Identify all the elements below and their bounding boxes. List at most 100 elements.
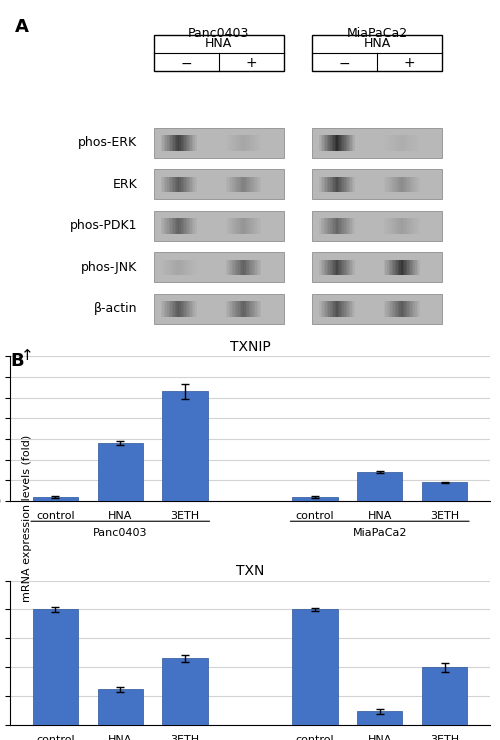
Bar xyxy=(401,301,403,317)
Bar xyxy=(426,260,428,275)
Bar xyxy=(230,218,232,234)
Bar xyxy=(354,135,356,151)
Bar xyxy=(252,260,254,275)
Bar xyxy=(250,135,252,151)
Bar xyxy=(201,218,203,234)
Bar xyxy=(355,135,357,151)
Bar xyxy=(414,135,416,151)
Bar xyxy=(174,218,177,234)
Bar xyxy=(255,218,257,234)
Bar xyxy=(398,218,400,234)
Bar xyxy=(414,177,416,192)
Bar xyxy=(248,301,250,317)
Bar xyxy=(324,301,326,317)
Bar xyxy=(320,218,322,234)
Bar xyxy=(404,260,406,275)
Bar xyxy=(167,260,169,275)
Bar xyxy=(173,301,175,317)
Text: phos-PDK1: phos-PDK1 xyxy=(70,219,137,232)
Bar xyxy=(235,218,237,234)
Bar xyxy=(409,177,411,192)
Bar xyxy=(187,301,189,317)
Bar xyxy=(190,135,192,151)
Bar xyxy=(336,135,338,151)
Bar xyxy=(238,135,240,151)
Bar xyxy=(360,177,362,192)
Bar xyxy=(252,177,254,192)
Bar xyxy=(159,260,161,275)
Text: β-actin: β-actin xyxy=(94,302,137,315)
Bar xyxy=(196,177,198,192)
Bar xyxy=(320,177,322,192)
Bar xyxy=(164,177,166,192)
Bar xyxy=(390,177,392,192)
Bar xyxy=(244,301,246,317)
Bar xyxy=(406,260,407,275)
Bar xyxy=(232,135,234,151)
Bar xyxy=(236,135,238,151)
Bar xyxy=(172,260,173,275)
Bar xyxy=(266,177,268,192)
Bar xyxy=(334,301,336,317)
Bar xyxy=(184,135,186,151)
Bar xyxy=(240,301,242,317)
Bar xyxy=(336,177,338,192)
Bar xyxy=(326,177,328,192)
Bar xyxy=(341,177,343,192)
Bar xyxy=(242,260,244,275)
Bar xyxy=(174,177,177,192)
Bar xyxy=(234,301,235,317)
Bar xyxy=(355,177,357,192)
Title: TXNIP: TXNIP xyxy=(230,340,270,354)
Bar xyxy=(196,218,198,234)
Bar xyxy=(254,135,256,151)
Bar xyxy=(194,301,196,317)
Bar xyxy=(246,218,248,234)
Bar xyxy=(356,135,358,151)
Bar xyxy=(200,301,202,317)
Bar xyxy=(178,301,180,317)
Bar xyxy=(266,301,268,317)
Text: Panc0403: Panc0403 xyxy=(93,528,148,539)
Bar xyxy=(387,218,389,234)
Bar xyxy=(244,218,246,234)
Bar xyxy=(187,218,189,234)
Bar xyxy=(184,177,186,192)
Bar xyxy=(416,177,418,192)
Bar xyxy=(246,260,248,275)
Bar xyxy=(258,260,260,275)
Bar xyxy=(242,218,244,234)
Bar xyxy=(388,218,390,234)
Bar xyxy=(418,260,420,275)
Bar xyxy=(346,218,348,234)
Bar xyxy=(242,301,244,317)
Text: HNA: HNA xyxy=(364,37,391,50)
Bar xyxy=(386,260,388,275)
Bar xyxy=(400,301,402,317)
Bar xyxy=(388,177,390,192)
Bar xyxy=(348,218,350,234)
Bar xyxy=(404,135,406,151)
Bar xyxy=(227,260,229,275)
Bar xyxy=(338,218,340,234)
Bar xyxy=(418,301,420,317)
Bar xyxy=(352,301,354,317)
Bar xyxy=(154,128,284,158)
Bar xyxy=(394,301,396,317)
Bar xyxy=(418,135,420,151)
Bar xyxy=(358,260,360,275)
Bar xyxy=(202,177,205,192)
Bar xyxy=(154,252,284,282)
Bar xyxy=(347,177,349,192)
Bar xyxy=(336,301,338,317)
Bar xyxy=(186,218,188,234)
Bar xyxy=(408,301,410,317)
Bar xyxy=(392,260,394,275)
Bar xyxy=(414,301,416,317)
Bar xyxy=(236,301,238,317)
Bar xyxy=(423,135,425,151)
Bar xyxy=(194,218,196,234)
Bar xyxy=(202,260,205,275)
Bar xyxy=(408,218,410,234)
Bar xyxy=(292,610,338,725)
